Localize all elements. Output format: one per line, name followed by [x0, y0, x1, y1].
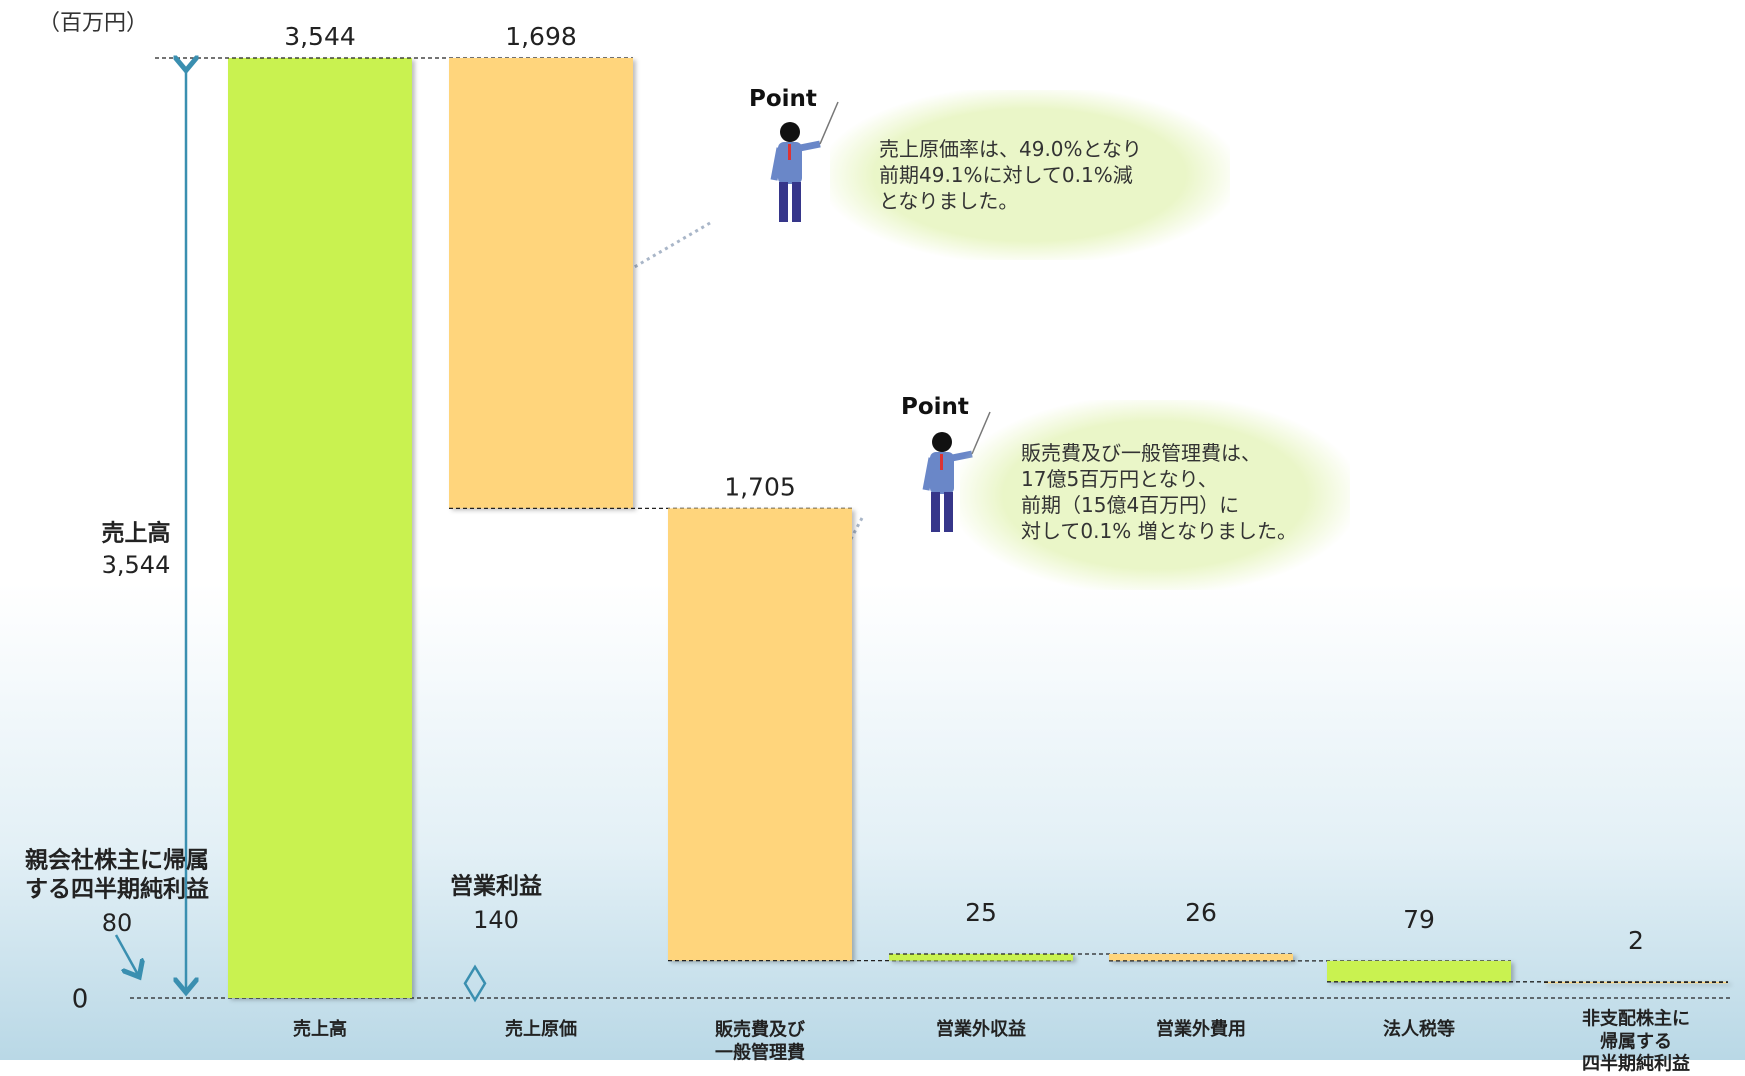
x-tick-label: 売上原価 [505, 1018, 577, 1040]
x-tick-label: 販売費及び 一般管理費 [715, 1019, 805, 1064]
bar [228, 58, 412, 998]
callout-value: 3,544 [101, 551, 171, 579]
value-label: 1,705 [724, 472, 796, 501]
unit-label: （百万円） [38, 11, 148, 36]
presenter-icon [774, 102, 838, 222]
callout-value: 140 [473, 906, 519, 934]
bar [1109, 953, 1293, 961]
callout-label: 親会社株主に帰属 する四半期純利益 [25, 847, 209, 902]
value-label: 26 [1185, 898, 1217, 927]
point-box [830, 90, 1230, 260]
callout-arrow [114, 934, 138, 975]
x-tick-label: 営業外収益 [936, 1018, 1026, 1040]
x-tick-label: 非支配株主に帰属する 四半期純利益 [1582, 1008, 1690, 1075]
point-title: Point [749, 86, 817, 112]
x-tick-label: 営業外費用 [1156, 1018, 1246, 1040]
point-box [960, 400, 1350, 590]
value-label: 2 [1628, 926, 1644, 955]
value-label: 3,544 [284, 22, 356, 51]
value-label: 79 [1403, 905, 1435, 934]
bar [449, 58, 633, 509]
bar [668, 508, 852, 961]
bar [889, 953, 1073, 961]
x-tick-label: 売上高 [293, 1018, 347, 1040]
bar [1327, 960, 1511, 982]
point-text: 売上原価率は、49.0%となり 前期49.1%に対して0.1%減 となりました。 [879, 137, 1142, 213]
callout-value: 80 [101, 909, 133, 937]
callout-label: 営業利益 [450, 873, 542, 900]
diamond-marker [463, 964, 487, 1003]
x-tick-label: 法人税等 [1383, 1018, 1455, 1040]
value-label: 25 [965, 898, 997, 927]
callout-label: 売上高 [101, 520, 171, 547]
zero-label: 0 [72, 985, 89, 1015]
point-title: Point [901, 394, 969, 420]
value-label: 1,698 [505, 22, 577, 51]
point-text: 販売費及び一般管理費は、 17億5百万円となり、 前期（15億4百万円）に 対し… [1021, 441, 1297, 543]
